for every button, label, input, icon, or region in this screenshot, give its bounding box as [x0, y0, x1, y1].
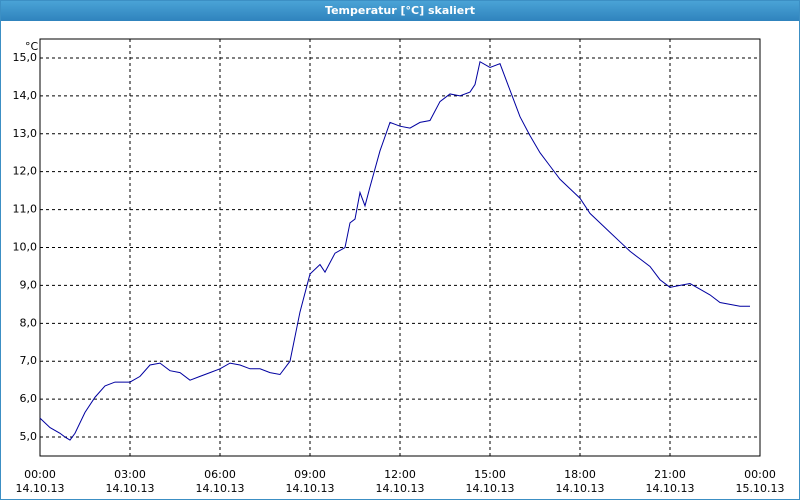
line-series	[39, 60, 750, 441]
y-tick-label: 13,0	[13, 127, 38, 140]
x-tick-label: 15:00 14.10.13	[465, 468, 515, 495]
y-tick-label: 9,0	[20, 278, 38, 291]
y-tick-label: 5,0	[20, 430, 38, 443]
y-tick-label: 11,0	[13, 203, 38, 216]
y-tick-label: 6,0	[20, 392, 38, 405]
y-tick-label: 15,0	[13, 51, 38, 64]
x-tick-label: 06:00 14.10.13	[195, 468, 245, 495]
x-tick-label: 03:00 14.10.13	[105, 468, 155, 495]
y-tick-label: 7,0	[20, 354, 38, 367]
x-tick-label: 21:00 14.10.13	[645, 468, 695, 495]
x-tick-label: 18:00 14.10.13	[555, 468, 605, 495]
y-tick-label: 8,0	[20, 316, 38, 329]
x-tick-label: 09:00 14.10.13	[285, 468, 335, 495]
y-tick-label: 10,0	[13, 241, 38, 254]
x-tick-label: 12:00 14.10.13	[375, 468, 425, 495]
title-bar: Temperatur [°C] skaliert	[1, 1, 799, 21]
y-tick-label: 14,0	[13, 89, 38, 102]
y-tick-label: 12,0	[13, 165, 38, 178]
x-tick-label: 00:00 15.10.13	[735, 468, 785, 495]
y-unit: °C	[25, 40, 39, 53]
x-tick-label: 00:00 14.10.13	[15, 468, 65, 495]
